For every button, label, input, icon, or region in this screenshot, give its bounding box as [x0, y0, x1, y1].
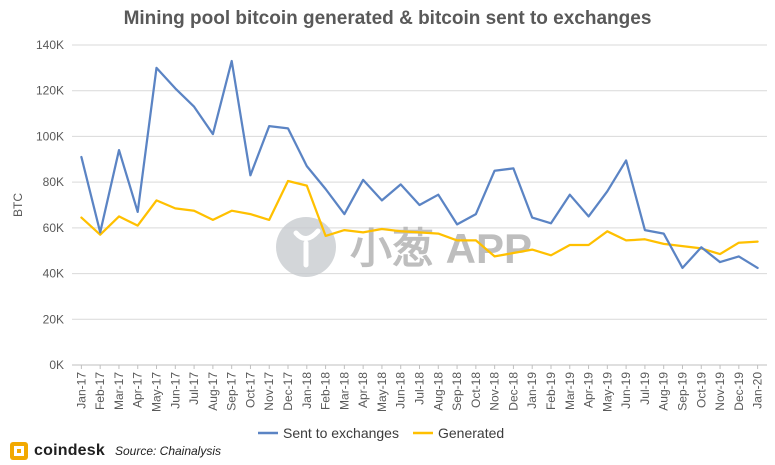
x-tick-label: Jan-18: [300, 372, 314, 409]
chart-title: Mining pool bitcoin generated & bitcoin …: [123, 8, 652, 29]
x-tick-label: Jan-20: [751, 372, 765, 409]
y-tick-label: 100K: [36, 129, 64, 143]
x-tick-label: Mar-17: [112, 372, 126, 410]
x-tick-label: Jun-18: [394, 372, 408, 409]
legend-label: Generated: [438, 425, 504, 441]
x-tick-label: Sep-18: [450, 372, 464, 411]
y-tick-label: 60K: [43, 221, 64, 235]
x-tick-label: Apr-17: [131, 372, 145, 408]
x-tick-label: Jul-18: [413, 372, 427, 405]
x-tick-label: Jan-17: [74, 372, 88, 409]
x-tick-label: Apr-19: [582, 372, 596, 408]
x-tick-label: Sep-17: [225, 372, 239, 411]
x-tick-label: Dec-18: [506, 372, 520, 411]
coindesk-brand: coindesk: [34, 442, 105, 459]
y-tick-label: 80K: [43, 175, 64, 189]
x-tick-label: May-19: [600, 372, 614, 412]
x-tick-label: Dec-17: [281, 372, 295, 411]
x-tick-label: Aug-19: [657, 372, 671, 411]
footer: coindesk Source: Chainalysis: [10, 440, 221, 462]
x-tick-label: Jun-17: [168, 372, 182, 409]
y-tick-label: 140K: [36, 38, 64, 52]
x-tick-label: Nov-17: [262, 372, 276, 411]
x-tick-label: Mar-19: [563, 372, 577, 410]
x-tick-label: Nov-19: [713, 372, 727, 411]
watermark-sprout-icon: [293, 228, 321, 268]
y-tick-labels: 0K 20K 40K 60K 80K 100K 120K 140K: [36, 38, 64, 372]
y-tick-label: 120K: [36, 84, 64, 98]
x-tick-label: Oct-17: [243, 372, 257, 408]
y-tick-label: 20K: [43, 312, 64, 326]
x-tick-label: Feb-18: [319, 372, 333, 410]
legend: Sent to exchanges Generated: [258, 425, 504, 441]
x-tick-label: Sep-19: [675, 372, 689, 411]
x-tick-labels: Jan-17 Feb-17 Mar-17 Apr-17 May-17 Jun-17 Jul-…: [74, 365, 765, 412]
x-tick-label: Jan-19: [525, 372, 539, 409]
x-tick-label: Oct-19: [694, 372, 708, 408]
legend-label: Sent to exchanges: [283, 425, 399, 441]
series-line: [80, 179, 759, 258]
x-tick-label: May-17: [150, 372, 164, 412]
x-tick-label: Feb-19: [544, 372, 558, 410]
x-tick-label: Jul-17: [187, 372, 201, 405]
watermark: 小葱 APP: [276, 217, 532, 277]
y-tick-label: 0K: [49, 358, 64, 372]
y-tick-label: 40K: [43, 267, 64, 281]
x-tick-label: Oct-18: [469, 372, 483, 408]
x-tick-label: Nov-18: [488, 372, 502, 411]
coindesk-logo-icon: [10, 442, 28, 460]
x-tick-label: Apr-18: [356, 372, 370, 408]
source-note: Source: Chainalysis: [114, 444, 222, 458]
series-lines: [80, 59, 759, 270]
x-tick-label: Feb-17: [93, 372, 107, 410]
watermark-text: 小葱 APP: [350, 225, 532, 272]
x-tick-label: Aug-17: [206, 372, 220, 411]
x-tick-label: May-18: [375, 372, 389, 412]
series-line: [80, 59, 759, 270]
y-axis-title: BTC: [11, 193, 25, 217]
x-tick-label: Mar-18: [337, 372, 351, 410]
x-tick-label: Jun-19: [619, 372, 633, 409]
x-tick-label: Jul-19: [638, 372, 652, 405]
x-tick-label: Aug-18: [431, 372, 445, 411]
x-tick-label: Dec-19: [732, 372, 746, 411]
